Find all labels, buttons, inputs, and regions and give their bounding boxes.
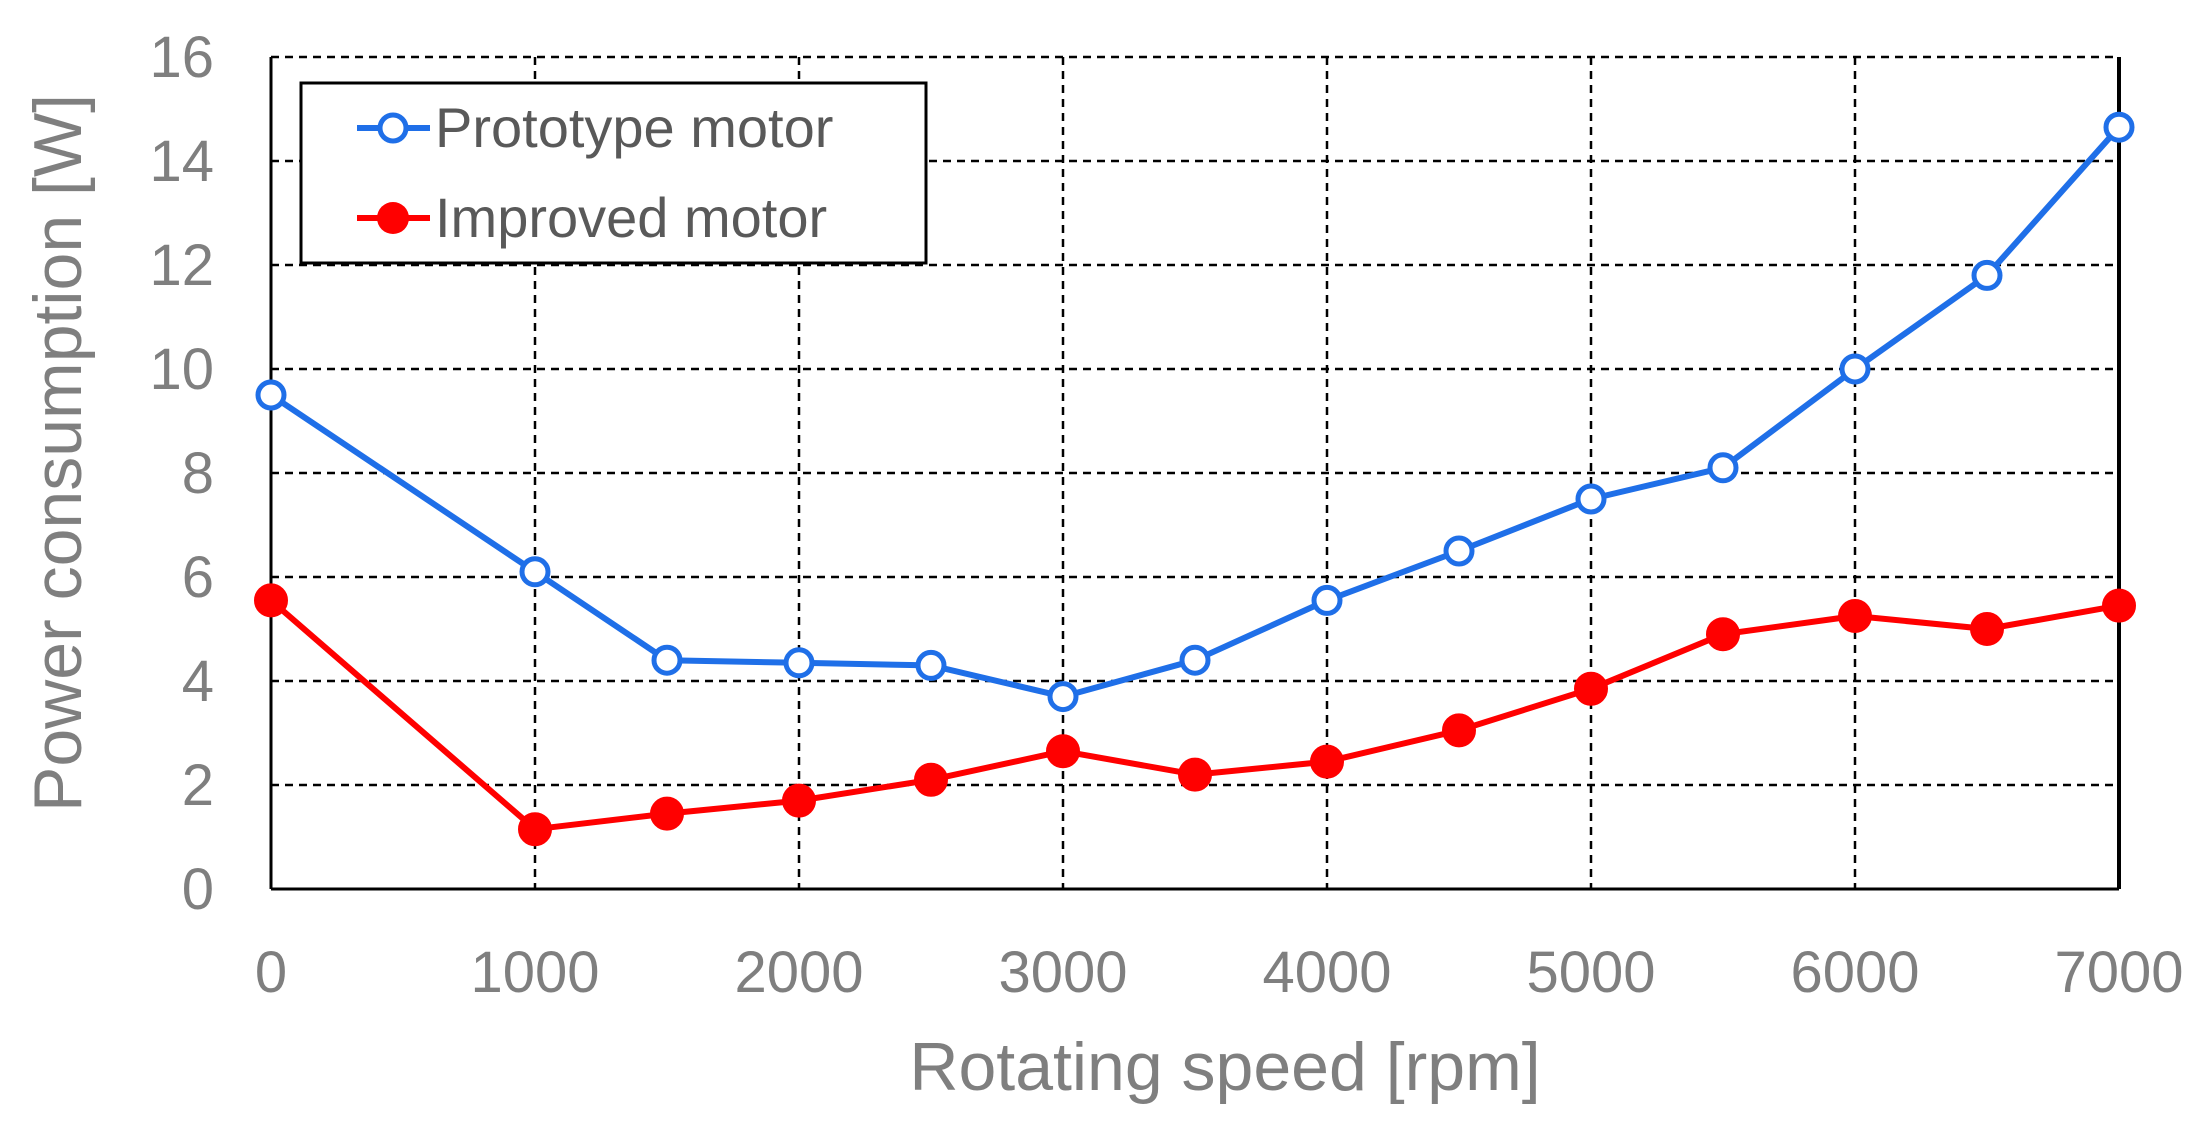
data-point-series-2	[1046, 734, 1080, 769]
data-point-series-2	[1574, 671, 1608, 706]
data-point-series-1	[1047, 681, 1079, 713]
data-point-series-1	[1179, 644, 1211, 676]
data-point-series-1	[1311, 584, 1343, 616]
y-tick-label: 16	[149, 25, 214, 90]
y-tick-label: 14	[149, 129, 214, 194]
data-point-series-1	[1707, 452, 1739, 484]
data-point-series-1	[915, 649, 947, 681]
series-line-2	[269, 598, 2120, 833]
data-point-series-2	[254, 583, 288, 618]
y-tick-label: 2	[182, 753, 214, 818]
axes: 0 2 4 6 8 10 12 14 16 0 1000 2000 3000 4000 5000 6000 70…	[20, 25, 2184, 1105]
legend-box	[299, 81, 928, 265]
data-point-series-1	[651, 644, 683, 676]
series	[254, 111, 2136, 847]
data-point-series-2	[1178, 757, 1212, 792]
data-point-series-1	[519, 556, 551, 588]
x-tick-label: 2000	[734, 940, 863, 1005]
data-point-series-2	[1706, 617, 1740, 652]
data-point-series-2	[1970, 612, 2004, 646]
y-tick-label: 10	[149, 337, 214, 402]
x-tick-label: 4000	[1262, 940, 1391, 1005]
y-tick-label: 4	[182, 649, 214, 714]
data-point-series-2	[1442, 713, 1476, 748]
data-point-series-2	[1310, 744, 1344, 779]
x-tick-label: 0	[255, 940, 287, 1005]
y-axis-title: Power consumption [W]	[20, 94, 96, 812]
legend-label-1: Prototype motor	[435, 96, 833, 159]
y-tick-label: 8	[182, 441, 214, 506]
data-point-series-1	[1443, 535, 1475, 567]
y-tick-label: 12	[149, 233, 214, 298]
y-tick-label: 6	[182, 545, 214, 610]
data-point-series-2	[518, 812, 552, 847]
x-axis-title: Rotating speed [rpm]	[909, 1029, 1540, 1105]
x-tick-label: 6000	[1790, 940, 1919, 1005]
legend-marker-2	[377, 202, 409, 234]
data-point-series-1	[1971, 259, 2003, 291]
x-tick-label: 5000	[1526, 940, 1655, 1005]
x-tick-label: 3000	[998, 940, 1127, 1005]
data-point-series-2	[782, 783, 816, 818]
data-point-series-1	[783, 647, 815, 679]
legend-marker-1	[377, 112, 409, 144]
data-point-series-1	[2103, 111, 2135, 143]
data-point-series-2	[2102, 588, 2136, 623]
x-tick-label: 1000	[470, 940, 599, 1005]
data-point-series-2	[650, 796, 684, 831]
data-point-series-1	[1839, 353, 1871, 385]
data-point-series-1	[1575, 483, 1607, 515]
legend: Prototype motor Improved motor	[299, 81, 928, 265]
y-tick-label: 0	[182, 857, 214, 922]
data-point-series-2	[1838, 599, 1872, 633]
data-point-series-2	[914, 762, 948, 797]
legend-label-2: Improved motor	[435, 186, 827, 249]
series-line-1	[269, 125, 2122, 700]
x-tick-label: 7000	[2054, 940, 2183, 1005]
data-point-series-1	[255, 379, 287, 411]
